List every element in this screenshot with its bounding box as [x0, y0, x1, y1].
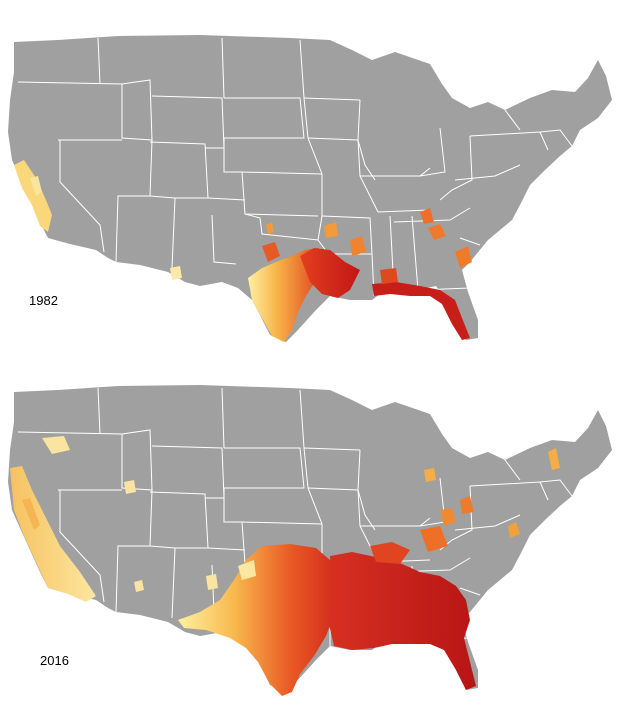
us-landmass — [8, 35, 612, 342]
california-hotspot — [14, 160, 52, 232]
gulf-coast-heat-region — [372, 282, 470, 340]
us-map-2016 — [8, 385, 612, 696]
state-borders — [17, 387, 573, 647]
tennessee-hotspot — [420, 208, 434, 224]
arizona-hotspot — [170, 266, 182, 280]
us-map-1982 — [8, 35, 612, 342]
idaho-hotspot — [42, 436, 70, 454]
southeast-heat-region — [328, 552, 476, 690]
year-label-2016: 2016 — [40, 653, 69, 668]
louisiana-heat-region — [300, 248, 360, 298]
map-panel-1982: 1982 — [0, 0, 623, 345]
year-label-1982: 1982 — [29, 293, 58, 308]
texas-heat-region — [178, 544, 338, 696]
heat-regions — [14, 160, 472, 342]
state-borders — [17, 37, 573, 297]
california-heat-region — [10, 466, 96, 602]
texas-heat-region — [248, 248, 322, 342]
map-panel-2016: 2016 — [0, 350, 623, 696]
heat-regions — [10, 436, 560, 696]
